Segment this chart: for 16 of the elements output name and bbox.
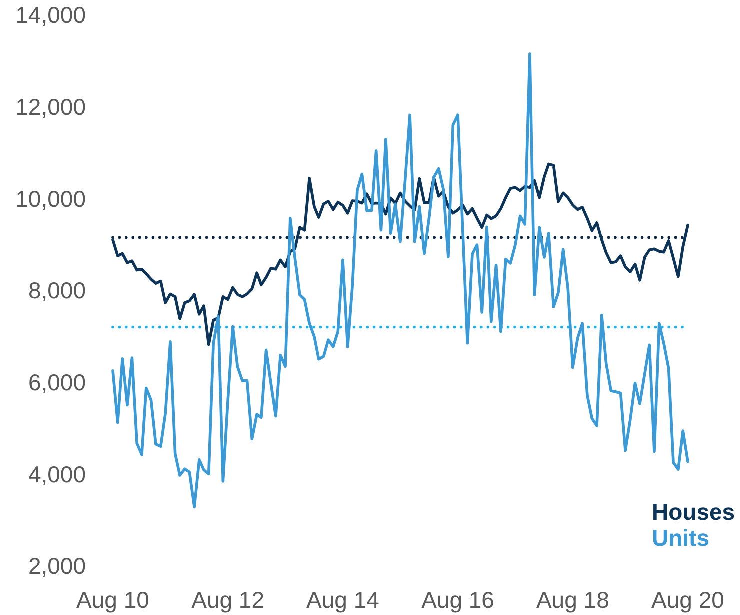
text: Houses [652,499,736,525]
y-tick-label: 8,000 [28,278,86,304]
x-tick-label: Aug 18 [536,587,610,613]
y-tick-label: 4,000 [28,461,86,488]
x-tick-label: Aug 16 [422,587,494,613]
line-series [112,162,690,346]
y-tick-label: 14,000 [16,2,86,28]
y-tick-label: 6,000 [28,370,86,396]
x-tick-label: Aug 14 [306,587,380,613]
x-tick-label: Aug 12 [192,587,265,613]
y-tick-label: 2,000 [28,553,86,580]
x-tick-label: Aug 20 [652,587,724,613]
y-tick-label: 12,000 [16,94,86,120]
x-tick-label: Aug 10 [76,587,150,613]
text: Units [652,525,710,551]
y-tick-label: 10,000 [16,186,86,212]
